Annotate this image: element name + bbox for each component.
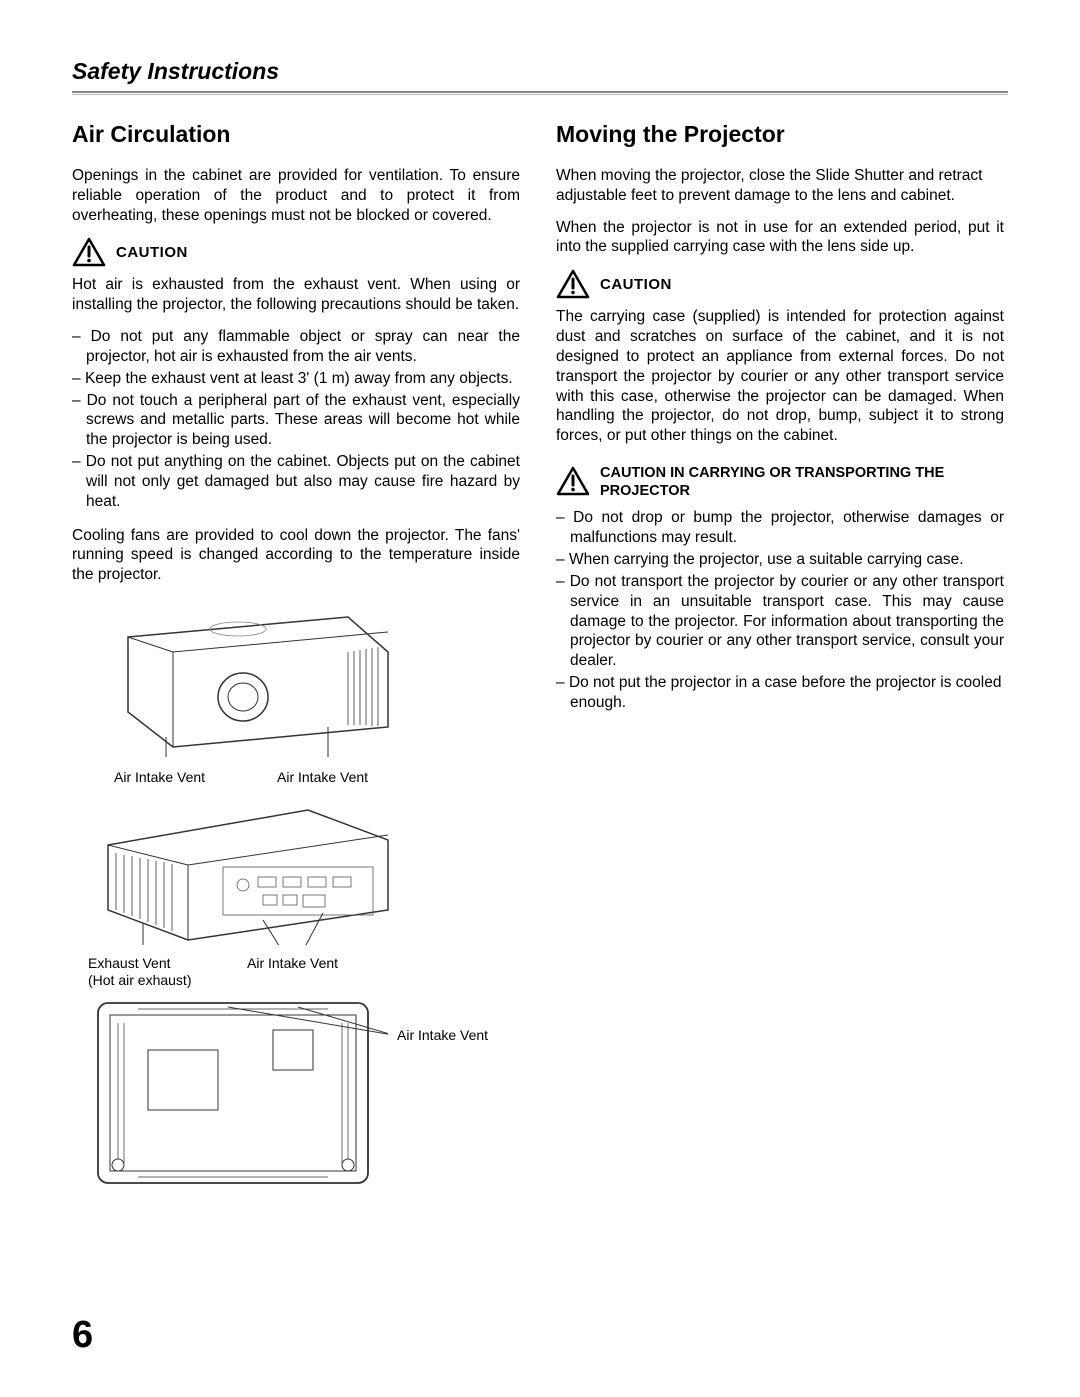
list-item: When carrying the projector, use a suita… [556,550,1004,570]
caution-intro: Hot air is exhausted from the exhaust ve… [72,275,520,315]
caution-carrying-label: CAUTION IN CARRYING OR TRANSPORTING THE … [600,464,1004,500]
list-item: Do not touch a peripheral part of the ex… [72,391,520,450]
air-circulation-heading: Air Circulation [72,121,520,148]
warning-icon [556,269,590,299]
list-item: Do not put any flammable object or spray… [72,327,520,367]
figure-label: (Hot air exhaust) [88,972,191,989]
page-number: 6 [72,1314,93,1357]
right-column: Moving the Projector When moving the pro… [556,121,1004,1187]
moving-projector-heading: Moving the Projector [556,121,1004,148]
page-header: Safety Instructions [72,58,1008,85]
caution-list: Do not put any flammable object or spray… [72,327,520,511]
warning-icon [72,237,106,267]
caution-block-2: CAUTION [556,269,1004,299]
figure-label: Exhaust Vent [88,955,171,972]
figure-label: Air Intake Vent [114,769,205,786]
figure-label: Air Intake Vent [277,769,368,786]
list-item: Do not drop or bump the projector, other… [556,508,1004,548]
projector-bottom-icon [88,995,388,1190]
caution-block-1: CAUTION [72,237,520,267]
outro: Cooling fans are provided to cool down t… [72,526,520,585]
header-rule [72,91,1008,95]
moving-p1: When moving the projector, close the Sli… [556,166,1004,206]
left-column: Air Circulation Openings in the cabinet … [72,121,520,1187]
list-item: Do not put anything on the cabinet. Obje… [72,452,520,511]
projector-figure: Air Intake Vent Air Intake Vent [72,597,520,1187]
warning-icon [556,466,590,496]
projector-front-icon [88,597,408,757]
list-item: Do not put the projector in a case befor… [556,673,1004,713]
caution-label: CAUTION [116,244,188,261]
carrying-list: Do not drop or bump the projector, other… [556,508,1004,712]
air-intro: Openings in the cabinet are provided for… [72,166,520,225]
caution-label: CAUTION [600,276,672,293]
moving-p2: When the projector is not in use for an … [556,218,1004,258]
figure-label: Air Intake Vent [397,1027,488,1044]
caution-body: The carrying case (supplied) is intended… [556,307,1004,446]
list-item: Keep the exhaust vent at least 3' (1 m) … [72,369,520,389]
caution-block-3: CAUTION IN CARRYING OR TRANSPORTING THE … [556,464,1004,500]
list-item: Do not transport the projector by courie… [556,572,1004,671]
projector-back-icon [88,795,408,945]
figure-label: Air Intake Vent [247,955,338,972]
